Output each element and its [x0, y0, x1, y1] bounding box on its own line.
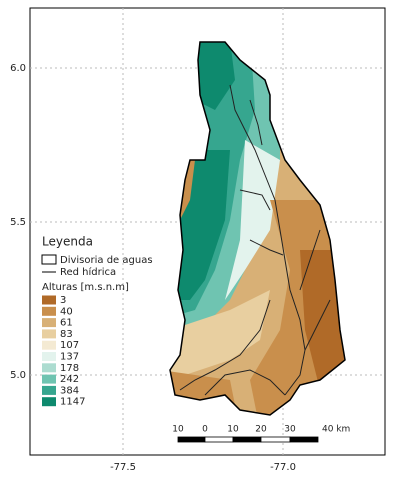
legend-label: 3	[60, 295, 66, 306]
legend-swatch	[42, 352, 56, 361]
legend-label: 178	[60, 363, 79, 374]
legend-swatch	[42, 374, 56, 384]
legend-title: Leyenda	[42, 235, 93, 249]
divide-symbol	[41, 254, 57, 265]
river-network	[179, 84, 331, 396]
legend-swatch	[42, 295, 56, 305]
scale-segment	[289, 436, 319, 443]
scale-label: 20	[255, 425, 267, 435]
scale-label: 0	[202, 425, 208, 435]
legend-swatch	[42, 329, 56, 339]
legend-label: 40	[60, 306, 73, 317]
legend-swatch	[42, 306, 56, 316]
scale-segment	[260, 436, 291, 443]
legend: Leyenda Divisoria de aguas Red hídrica A…	[41, 235, 153, 408]
legend-label: Red hídrica	[60, 266, 116, 278]
lon-label: -77.0	[270, 462, 296, 473]
legend-label: Divisoria de aguas	[60, 255, 153, 266]
lat-label: 5.0	[10, 370, 26, 381]
scale-label: 10	[172, 425, 184, 435]
legend-label: 384	[60, 385, 79, 396]
legend-label: 107	[60, 340, 79, 351]
scale-bar: 10 0 10 20 30 40 km	[172, 425, 350, 443]
scale-segment	[232, 436, 262, 443]
scale-label: 40 km	[322, 425, 350, 435]
legend-label: 83	[60, 329, 73, 340]
scale-label: 30	[284, 425, 296, 435]
lat-label: 5.5	[10, 217, 26, 228]
legend-label: 137	[60, 352, 79, 363]
legend-swatch	[42, 318, 56, 328]
legend-subtitle: Alturas [m.s.n.m]	[42, 282, 129, 293]
legend-label: 1147	[60, 397, 85, 408]
lon-label: -77.5	[110, 462, 136, 473]
legend-swatch	[42, 385, 56, 395]
legend-swatch	[42, 363, 56, 373]
lat-label: 6.0	[10, 63, 26, 74]
scale-segment	[204, 436, 234, 443]
legend-swatch	[42, 397, 56, 407]
scale-label: 10	[227, 425, 239, 435]
scale-segment	[177, 436, 206, 443]
legend-label: 61	[60, 318, 73, 329]
legend-label: 242	[60, 374, 79, 385]
coordinate-labels: 6.0 5.5 5.0 -77.5 -77.0	[10, 63, 296, 473]
legend-swatch	[42, 340, 56, 350]
